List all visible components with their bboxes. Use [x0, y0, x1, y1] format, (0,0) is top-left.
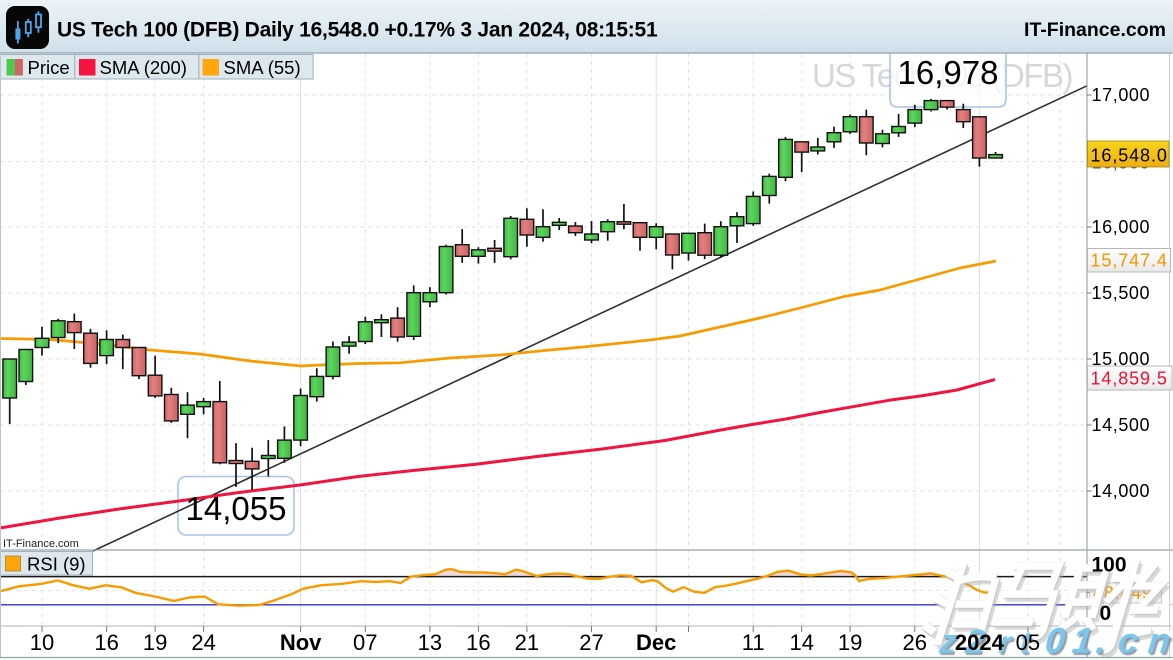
svg-text:19: 19	[143, 630, 167, 655]
svg-text:.: .	[1094, 620, 1108, 660]
svg-text:14,000: 14,000	[1092, 481, 1151, 501]
svg-text:SMA (200): SMA (200)	[100, 57, 187, 78]
svg-text:Price: Price	[28, 57, 70, 78]
svg-text:21: 21	[515, 630, 539, 655]
svg-text:17,000: 17,000	[1092, 85, 1151, 105]
svg-text:Nov: Nov	[280, 630, 322, 655]
svg-text:10: 10	[30, 630, 54, 655]
svg-text:n: n	[1146, 620, 1172, 660]
svg-text:16: 16	[94, 630, 118, 655]
svg-text:1: 1	[1070, 620, 1094, 660]
svg-text:24: 24	[191, 630, 215, 655]
svg-text:100: 100	[1092, 554, 1127, 577]
svg-text:RSI (9): RSI (9)	[27, 554, 86, 575]
svg-text:14,859.5: 14,859.5	[1091, 369, 1168, 389]
svg-text:15,500: 15,500	[1092, 283, 1151, 303]
svg-text:16,978: 16,978	[898, 54, 999, 91]
svg-text:11: 11	[742, 630, 765, 655]
svg-text:15,747.4: 15,747.4	[1091, 251, 1168, 271]
svg-text:14: 14	[789, 630, 813, 655]
svg-text:16: 16	[466, 630, 490, 655]
svg-text:16,548.0: 16,548.0	[1091, 146, 1168, 166]
svg-text:IT-Finance.com: IT-Finance.com	[1024, 19, 1166, 41]
svg-text:14,055: 14,055	[186, 490, 287, 527]
svg-text:05: 05	[1016, 630, 1040, 655]
svg-text:2024: 2024	[955, 630, 1005, 655]
svg-text:07: 07	[353, 630, 377, 655]
svg-text:0: 0	[1043, 620, 1067, 660]
svg-text:0: 0	[1100, 602, 1112, 625]
svg-text:2: 2	[963, 623, 987, 660]
svg-text:27: 27	[579, 630, 603, 655]
svg-text:26: 26	[903, 630, 927, 655]
svg-text:SMA (55): SMA (55)	[224, 57, 301, 78]
svg-text:15,000: 15,000	[1092, 349, 1151, 369]
svg-text:c: c	[1116, 620, 1140, 660]
svg-text:13: 13	[418, 630, 442, 655]
svg-text:14,500: 14,500	[1092, 415, 1151, 435]
svg-text:US Tech 100 (DFB) Daily 16,548: US Tech 100 (DFB) Daily 16,548.0 +0.17% …	[57, 19, 658, 42]
svg-text:16,000: 16,000	[1092, 217, 1151, 237]
svg-text:Dec: Dec	[636, 630, 676, 655]
svg-text:19: 19	[838, 630, 862, 655]
svg-text:IT-Finance.com: IT-Finance.com	[3, 538, 79, 550]
svg-text:z: z	[937, 623, 959, 660]
